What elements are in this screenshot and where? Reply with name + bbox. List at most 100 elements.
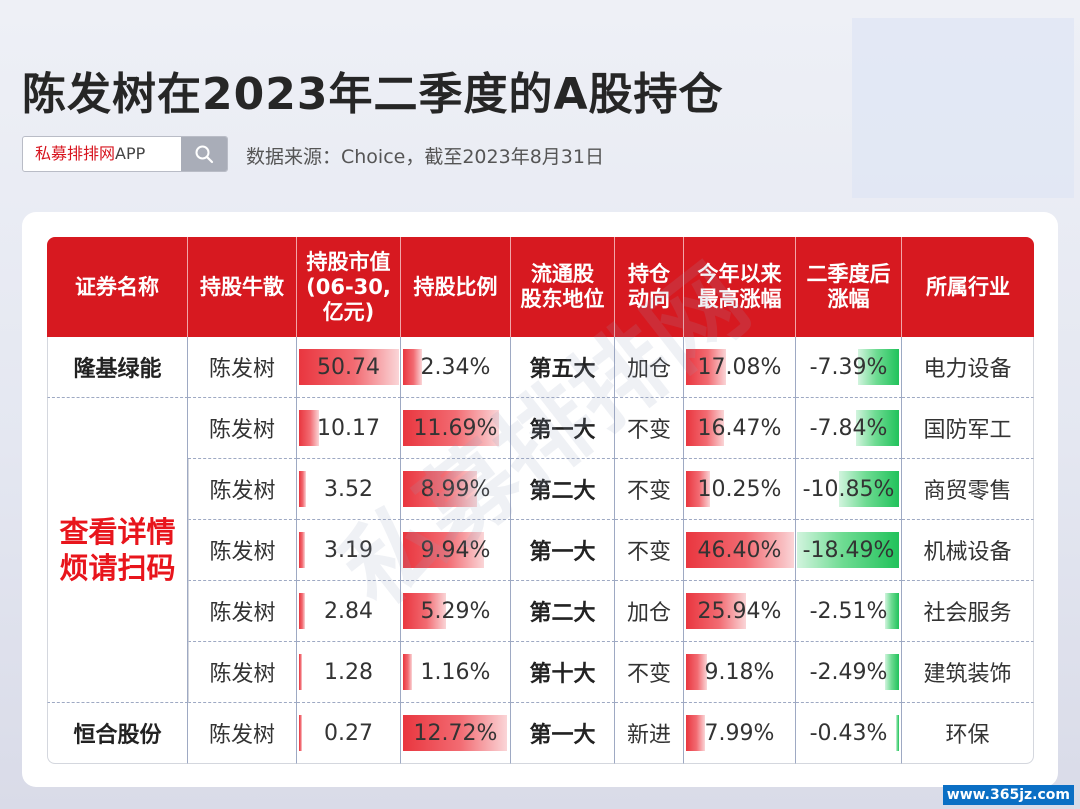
decline-bar — [896, 715, 899, 751]
market-value-text: 2.84 — [324, 598, 373, 624]
post-q2-change-text: -7.84% — [809, 415, 888, 441]
table-row: 隆基绿能 陈发树 50.74 2.34% 第五大 加仓 17.08% -7.39% 电力设备 — [47, 337, 1034, 398]
shareholder-rank: 第十大 — [511, 642, 615, 703]
search-box[interactable]: 私募排排网APP — [22, 136, 228, 172]
holding-ratio: 8.99% — [401, 459, 511, 520]
position-trend: 不变 — [615, 520, 684, 581]
ytd-max-gain-text: 16.47% — [697, 415, 782, 441]
post-q2-change: -10.85% — [796, 459, 902, 520]
market-value-text: 3.19 — [324, 537, 373, 563]
search-button[interactable] — [181, 137, 227, 171]
industry: 环保 — [902, 703, 1034, 764]
post-q2-change-text: -10.85% — [802, 476, 895, 502]
ytd-max-gain: 46.40% — [684, 520, 796, 581]
holding-ratio-text: 2.34% — [420, 354, 491, 380]
shareholder-rank: 第一大 — [511, 520, 615, 581]
shareholder-rank: 第一大 — [511, 398, 615, 459]
post-q2-change: -0.43% — [796, 703, 902, 764]
value-bar — [299, 349, 399, 385]
value-bar — [403, 593, 446, 629]
decline-bar — [839, 471, 899, 507]
table-row: 陈发树 2.84 5.29% 第二大 加仓 25.94% -2.51% 社会服务 — [47, 581, 1034, 642]
position-trend: 不变 — [615, 398, 684, 459]
market-value: 2.84 — [297, 581, 401, 642]
value-bar — [299, 593, 305, 629]
value-bar — [403, 532, 484, 568]
holder: 陈发树 — [188, 703, 297, 764]
value-bar — [686, 654, 707, 690]
decline-bar — [885, 654, 899, 690]
search-brand: 私募排排网 — [35, 144, 116, 163]
shareholder-rank: 第一大 — [511, 703, 615, 764]
table-header-row: 证券名称 持股牛散 持股市值 (06-30, 亿元) 持股比例 流通股 股东地位 持仓… — [47, 237, 1034, 337]
holding-ratio: 9.94% — [401, 520, 511, 581]
value-bar — [403, 471, 477, 507]
position-trend: 加仓 — [615, 337, 684, 398]
market-value: 0.27 — [297, 703, 401, 764]
search-brand-text: 私募排排网APP — [23, 137, 181, 171]
header-industry: 所属行业 — [902, 237, 1034, 337]
search-suffix: APP — [115, 144, 146, 163]
decline-bar — [885, 593, 899, 629]
value-bar — [403, 349, 422, 385]
industry: 国防军工 — [902, 398, 1034, 459]
industry: 社会服务 — [902, 581, 1034, 642]
value-bar — [403, 715, 507, 751]
header-after: 二季度后 涨幅 — [796, 237, 902, 337]
value-bar — [299, 715, 302, 751]
holding-ratio-text: 9.94% — [420, 537, 491, 563]
holder: 陈发树 — [188, 459, 297, 520]
header-name: 证券名称 — [47, 237, 188, 337]
ytd-max-gain-text: 9.18% — [704, 659, 775, 685]
value-bar — [686, 593, 746, 629]
position-trend: 不变 — [615, 459, 684, 520]
decline-bar — [797, 532, 899, 568]
ytd-max-gain-text: 10.25% — [697, 476, 782, 502]
search-icon — [195, 145, 214, 164]
ytd-max-gain: 7.99% — [684, 703, 796, 764]
market-value: 50.74 — [297, 337, 401, 398]
holder: 陈发树 — [188, 581, 297, 642]
market-value-text: 3.52 — [324, 476, 373, 502]
value-bar — [299, 410, 319, 446]
value-bar — [686, 410, 724, 446]
ytd-max-gain-text: 17.08% — [697, 354, 782, 380]
header-trend: 持仓 动向 — [615, 237, 684, 337]
value-bar — [299, 471, 306, 507]
data-source: 数据来源：Choice，截至2023年8月31日 — [246, 146, 604, 168]
post-q2-change: -7.84% — [796, 398, 902, 459]
holder: 陈发树 — [188, 337, 297, 398]
holding-ratio-text: 8.99% — [420, 476, 491, 502]
ytd-max-gain-text: 46.40% — [697, 537, 782, 563]
industry: 建筑装饰 — [902, 642, 1034, 703]
holder: 陈发树 — [188, 520, 297, 581]
stock-name: 隆基绿能 — [47, 337, 188, 398]
table-row: 陈发树 3.19 9.94% 第一大 不变 46.40% -18.49% 机械设备 — [47, 520, 1034, 581]
market-value: 1.28 — [297, 642, 401, 703]
holding-ratio: 11.69% — [401, 398, 511, 459]
page-title: 陈发树在2023年二季度的A股持仓 — [22, 69, 724, 120]
post-q2-change: -18.49% — [796, 520, 902, 581]
ytd-max-gain: 10.25% — [684, 459, 796, 520]
header-value: 持股市值 (06-30, 亿元) — [297, 237, 401, 337]
holding-ratio-text: 5.29% — [420, 598, 491, 624]
scan-notice: 查看详情 烦请扫码 — [47, 398, 188, 703]
post-q2-change: -2.51% — [796, 581, 902, 642]
holder: 陈发树 — [188, 642, 297, 703]
value-bar — [686, 532, 794, 568]
market-value-text: 50.74 — [317, 354, 380, 380]
scan-notice-line2: 烦请扫码 — [59, 551, 176, 585]
value-bar — [403, 654, 412, 690]
scan-notice-line1: 查看详情 — [59, 515, 176, 549]
holding-ratio-text: 1.16% — [420, 659, 491, 685]
value-bar — [299, 532, 305, 568]
table-row: 查看详情 烦请扫码 陈发树 10.17 11.69% 第一大 不变 16.47% -7.84% 国… — [47, 398, 1034, 703]
market-value-text: 0.27 — [324, 720, 373, 746]
decline-bar — [858, 349, 899, 385]
value-bar — [299, 654, 302, 690]
decline-bar — [856, 410, 899, 446]
header-ytd: 今年以来 最高涨幅 — [684, 237, 796, 337]
ytd-max-gain: 9.18% — [684, 642, 796, 703]
post-q2-change-text: -2.51% — [809, 598, 888, 624]
table-row: 陈发树 3.52 8.99% 第二大 不变 10.25% -10.85% 商贸零售 — [47, 459, 1034, 520]
